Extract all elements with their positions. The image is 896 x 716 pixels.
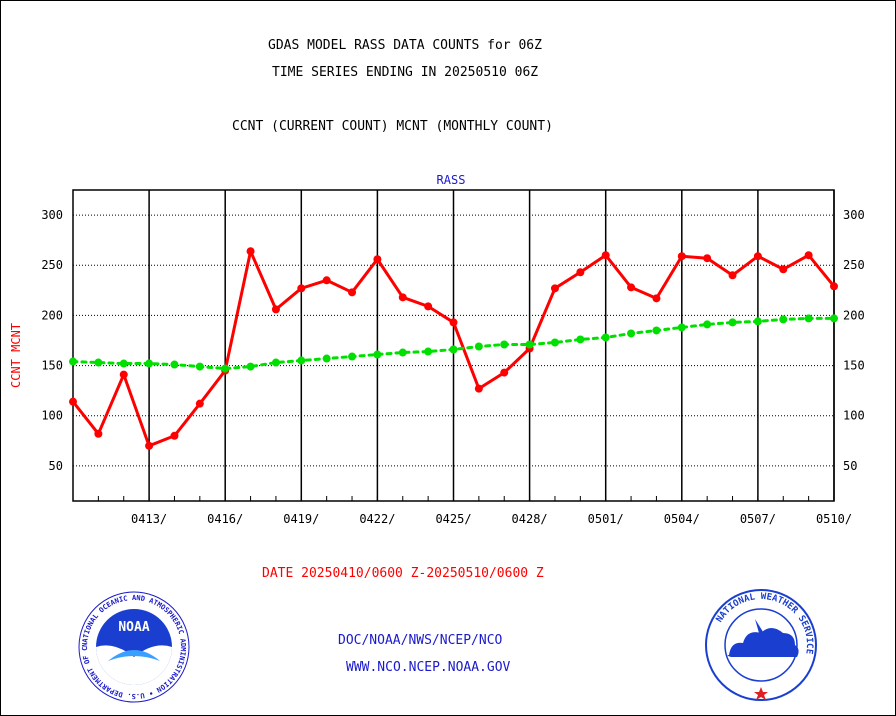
data-point-ccnt <box>500 368 509 377</box>
y-tick-label-right: 250 <box>843 258 865 272</box>
chart-title: RASS <box>437 173 466 187</box>
x-tick-label: 0425/ <box>435 512 471 526</box>
y-axis-label: CCNT MCNT <box>9 323 23 388</box>
data-point-ccnt <box>246 247 255 256</box>
data-point-ccnt <box>170 431 179 440</box>
x-tick-label: 0422/ <box>359 512 395 526</box>
x-tick-label: 0419/ <box>283 512 319 526</box>
chart: 50 50 100 100 150 150 200 200 250 250 300 300 0413/0… <box>9 173 865 526</box>
data-point-mcnt <box>221 364 230 373</box>
data-point-mcnt <box>677 323 686 332</box>
data-point-ccnt <box>322 276 331 285</box>
data-point-mcnt <box>550 338 559 347</box>
data-point-ccnt <box>474 384 483 393</box>
data-point-ccnt <box>703 254 712 263</box>
data-point-mcnt <box>449 345 458 354</box>
data-point-ccnt <box>271 305 280 314</box>
data-point-mcnt <box>576 335 585 344</box>
data-point-mcnt <box>195 362 204 371</box>
data-point-ccnt <box>728 271 737 280</box>
data-point-ccnt <box>69 397 77 406</box>
data-point-ccnt <box>195 399 204 408</box>
data-point-ccnt <box>94 429 103 438</box>
data-point-mcnt <box>145 359 154 368</box>
x-tick-label: 0413/ <box>131 512 167 526</box>
y-tick-label-right: 200 <box>843 308 865 322</box>
data-point-mcnt <box>398 348 407 357</box>
data-point-mcnt <box>779 315 788 324</box>
data-point-mcnt <box>500 340 509 349</box>
x-tick-label: 0416/ <box>207 512 243 526</box>
data-point-ccnt <box>804 251 813 260</box>
data-point-ccnt <box>627 283 636 292</box>
x-tick-label: 0428/ <box>512 512 548 526</box>
website-link[interactable]: WWW.NCO.NCEP.NOAA.GOV <box>346 660 511 675</box>
y-tick-label-left: 100 <box>41 409 63 423</box>
data-point-mcnt <box>804 314 813 323</box>
data-point-mcnt <box>322 354 331 363</box>
data-point-mcnt <box>348 352 357 361</box>
data-point-ccnt <box>119 370 128 379</box>
data-point-mcnt <box>297 356 306 365</box>
title-line-3: CCNT (CURRENT COUNT) MCNT (MONTHLY COUNT… <box>232 119 553 134</box>
data-point-mcnt <box>474 342 483 351</box>
data-point-ccnt <box>779 265 788 274</box>
data-point-ccnt <box>652 294 661 303</box>
y-tick-label-right: 50 <box>843 459 857 473</box>
noaa-logo: NATIONAL OCEANIC AND ATMOSPHERIC ADMINIS… <box>78 591 190 703</box>
data-point-ccnt <box>550 284 559 293</box>
y-tick-label-left: 50 <box>49 459 63 473</box>
data-point-mcnt <box>703 320 712 329</box>
data-point-ccnt <box>830 282 838 291</box>
data-point-ccnt <box>753 252 762 261</box>
y-tick-label-right: 300 <box>843 208 865 222</box>
date-range: DATE 20250410/0600 Z-20250510/0600 Z <box>262 566 544 581</box>
data-point-ccnt <box>576 268 585 277</box>
x-tick-label: 0501/ <box>588 512 624 526</box>
y-tick-label-left: 300 <box>41 208 63 222</box>
noaa-logo-text: NOAA <box>118 620 149 635</box>
title-line-1: GDAS MODEL RASS DATA COUNTS for 06Z <box>268 38 542 53</box>
nws-logo: NATIONAL WEATHER SERVICE <box>705 589 817 701</box>
y-tick-label-left: 250 <box>41 258 63 272</box>
data-point-ccnt <box>424 302 433 311</box>
data-point-mcnt <box>830 314 838 323</box>
data-point-mcnt <box>728 318 737 327</box>
data-point-ccnt <box>297 284 306 293</box>
y-tick-label-left: 150 <box>41 359 63 373</box>
y-tick-label-right: 150 <box>843 359 865 373</box>
y-tick-label-right: 100 <box>843 409 865 423</box>
title-line-2: TIME SERIES ENDING IN 20250510 06Z <box>272 65 539 80</box>
y-tick-label-left: 200 <box>41 308 63 322</box>
data-point-mcnt <box>271 358 280 367</box>
data-point-mcnt <box>94 358 103 367</box>
data-point-mcnt <box>373 350 382 359</box>
data-point-mcnt <box>119 359 128 368</box>
data-point-mcnt <box>753 317 762 326</box>
data-point-ccnt <box>449 318 458 327</box>
org-line: DOC/NOAA/NWS/NCEP/NCO <box>338 633 503 648</box>
data-point-mcnt <box>69 357 77 366</box>
data-point-mcnt <box>246 362 255 371</box>
data-point-mcnt <box>170 360 179 369</box>
data-point-ccnt <box>677 252 686 261</box>
data-point-mcnt <box>627 329 636 338</box>
x-tick-label: 0504/ <box>664 512 700 526</box>
data-point-ccnt <box>601 251 610 260</box>
data-point-mcnt <box>601 333 610 342</box>
data-point-mcnt <box>424 347 433 356</box>
data-point-mcnt <box>652 326 661 335</box>
data-point-ccnt <box>373 255 382 264</box>
data-point-ccnt <box>348 288 357 297</box>
data-point-ccnt <box>145 441 154 450</box>
data-point-mcnt <box>525 340 534 349</box>
x-tick-label: 0510/ <box>816 512 852 526</box>
x-tick-label: 0507/ <box>740 512 776 526</box>
data-point-ccnt <box>398 293 407 302</box>
